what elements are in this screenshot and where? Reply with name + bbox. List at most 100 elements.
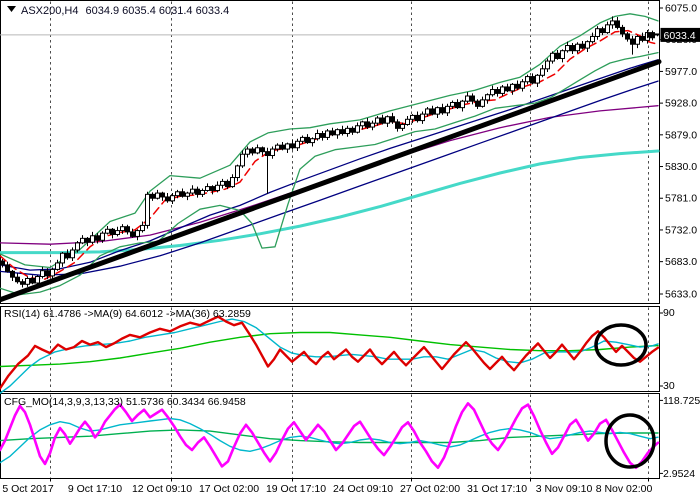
candle-bear: [260, 147, 265, 153]
candle-bull: [90, 235, 95, 243]
candle-bull: [170, 195, 175, 202]
trendline[interactable]: [0, 59, 662, 303]
candle-bear: [150, 193, 155, 199]
candle-bull: [205, 186, 210, 191]
cfg-panel-border: [0, 393, 660, 479]
candle-bull: [80, 237, 85, 244]
candle-bull: [360, 121, 365, 127]
candle-bull: [565, 45, 570, 52]
candle-bear: [225, 180, 230, 188]
time-axis-label: 5 Oct 2017: [2, 483, 54, 495]
bollinger-lower-line: [0, 51, 659, 296]
symbol-dropdown-icon[interactable]: [7, 6, 16, 12]
candle-bear: [620, 26, 625, 35]
candle-bull: [405, 118, 410, 125]
candle-bull: [610, 20, 615, 26]
candle-bull: [275, 144, 280, 150]
cfg-highlight-ellipse[interactable]: [604, 413, 656, 469]
cfg-min-label: 2.9524: [663, 468, 695, 480]
candle-bull: [575, 43, 580, 52]
candle-bull: [145, 193, 150, 226]
candle-bull: [135, 230, 140, 237]
bollinger-upper-line: [0, 13, 659, 269]
cfg-panel-label: CFG_MO(14,3,9,3,13,33) 51.5736 60.3434 6…: [4, 396, 246, 408]
candle-bear: [280, 144, 285, 150]
candle-bull: [325, 130, 330, 138]
candle-bear: [655, 33, 660, 36]
candle-bull: [300, 136, 305, 142]
candle-bull: [255, 147, 260, 154]
price-axis[interactable]: 6075.06026.05977.05928.05879.05830.05781…: [659, 3, 698, 301]
candle-bull: [335, 129, 340, 136]
candle-bull: [120, 226, 125, 232]
cfg-main-line: [0, 402, 660, 469]
candle-bear: [330, 130, 335, 136]
price-axis-label: 5977.0: [665, 66, 697, 78]
rsi-ma9-line: [0, 318, 659, 394]
candle-bull: [25, 277, 30, 285]
candle-bull: [155, 192, 160, 199]
candle-bull: [510, 83, 515, 92]
candle-bear: [290, 143, 295, 149]
price-axis-label: 5928.0: [665, 98, 697, 110]
candle-bear: [515, 83, 520, 89]
chart-title: ASX200,H4 6034.9 6035.4 6031.4 6033.4: [21, 5, 229, 17]
candles-layer: [0, 16, 660, 288]
time-axis-label: 3 Nov 09:10: [536, 483, 593, 495]
candle-bear: [340, 129, 345, 135]
candle-bear: [130, 231, 135, 237]
candle-bear: [530, 76, 535, 84]
candle-bear: [250, 148, 255, 154]
time-axis-label: 24 Oct 09:10: [333, 483, 393, 495]
candle-bear: [0, 260, 5, 266]
candle-bull: [370, 122, 375, 128]
candle-bear: [600, 28, 605, 34]
candle-bear: [20, 281, 25, 285]
candle-bear: [470, 95, 475, 102]
candle-bear: [380, 117, 385, 124]
candle-bear: [5, 264, 10, 272]
candle-bear: [95, 235, 100, 241]
rsi-main-line: [0, 315, 660, 390]
rsi-highlight-ellipse[interactable]: [594, 323, 648, 367]
candle-bear: [615, 20, 620, 28]
candle-bear: [390, 116, 395, 123]
candle-bear: [640, 35, 645, 41]
rsi-scale[interactable]: 90 30: [663, 307, 675, 392]
price-axis-label: 6075.0: [665, 3, 697, 15]
candle-bear: [65, 252, 70, 259]
candle-bull: [450, 101, 455, 107]
time-axis-label: 9 Oct 17:10: [68, 483, 122, 495]
candle-bear: [570, 45, 575, 52]
candle-bull: [485, 94, 490, 101]
ohlc-readout: 6034.9 6035.4 6031.4 6033.4: [85, 5, 229, 17]
candle-bull: [50, 268, 55, 277]
candle-bear: [15, 276, 20, 283]
candle-bear: [630, 38, 635, 45]
candle-bull: [355, 125, 360, 133]
candle-bull: [35, 276, 40, 284]
candle-bear: [350, 127, 355, 133]
current-price-marker: 6033.4: [660, 27, 700, 42]
candle-bull: [230, 177, 235, 188]
candle-bull: [105, 228, 110, 234]
candle-bull: [115, 230, 120, 235]
candle-bear: [320, 133, 325, 138]
candle-bear: [195, 188, 200, 195]
cfg-scale[interactable]: 118.7256 2.9524: [663, 395, 700, 480]
candle-bear: [125, 226, 130, 233]
ma-purple-line: [0, 105, 659, 245]
candle-bull: [315, 133, 320, 140]
rsi-panel-label: RSI(14) 61.4786 ->MA(9) 64.6012 ->MA(36)…: [4, 308, 251, 320]
candle-bear: [265, 151, 270, 157]
candle-bear: [395, 121, 400, 129]
candle-bull: [605, 24, 610, 34]
time-axis[interactable]: 5 Oct 2017 9 Oct 17:10 12 Oct 09:10 17 Oct …: [2, 478, 652, 496]
price-axis-label: 5633.0: [665, 289, 697, 301]
current-price-label: 6033.4: [664, 30, 696, 42]
candle-bear: [165, 196, 170, 202]
candle-bull: [220, 180, 225, 186]
candle-bull: [410, 114, 415, 120]
candle-bull: [635, 35, 640, 45]
